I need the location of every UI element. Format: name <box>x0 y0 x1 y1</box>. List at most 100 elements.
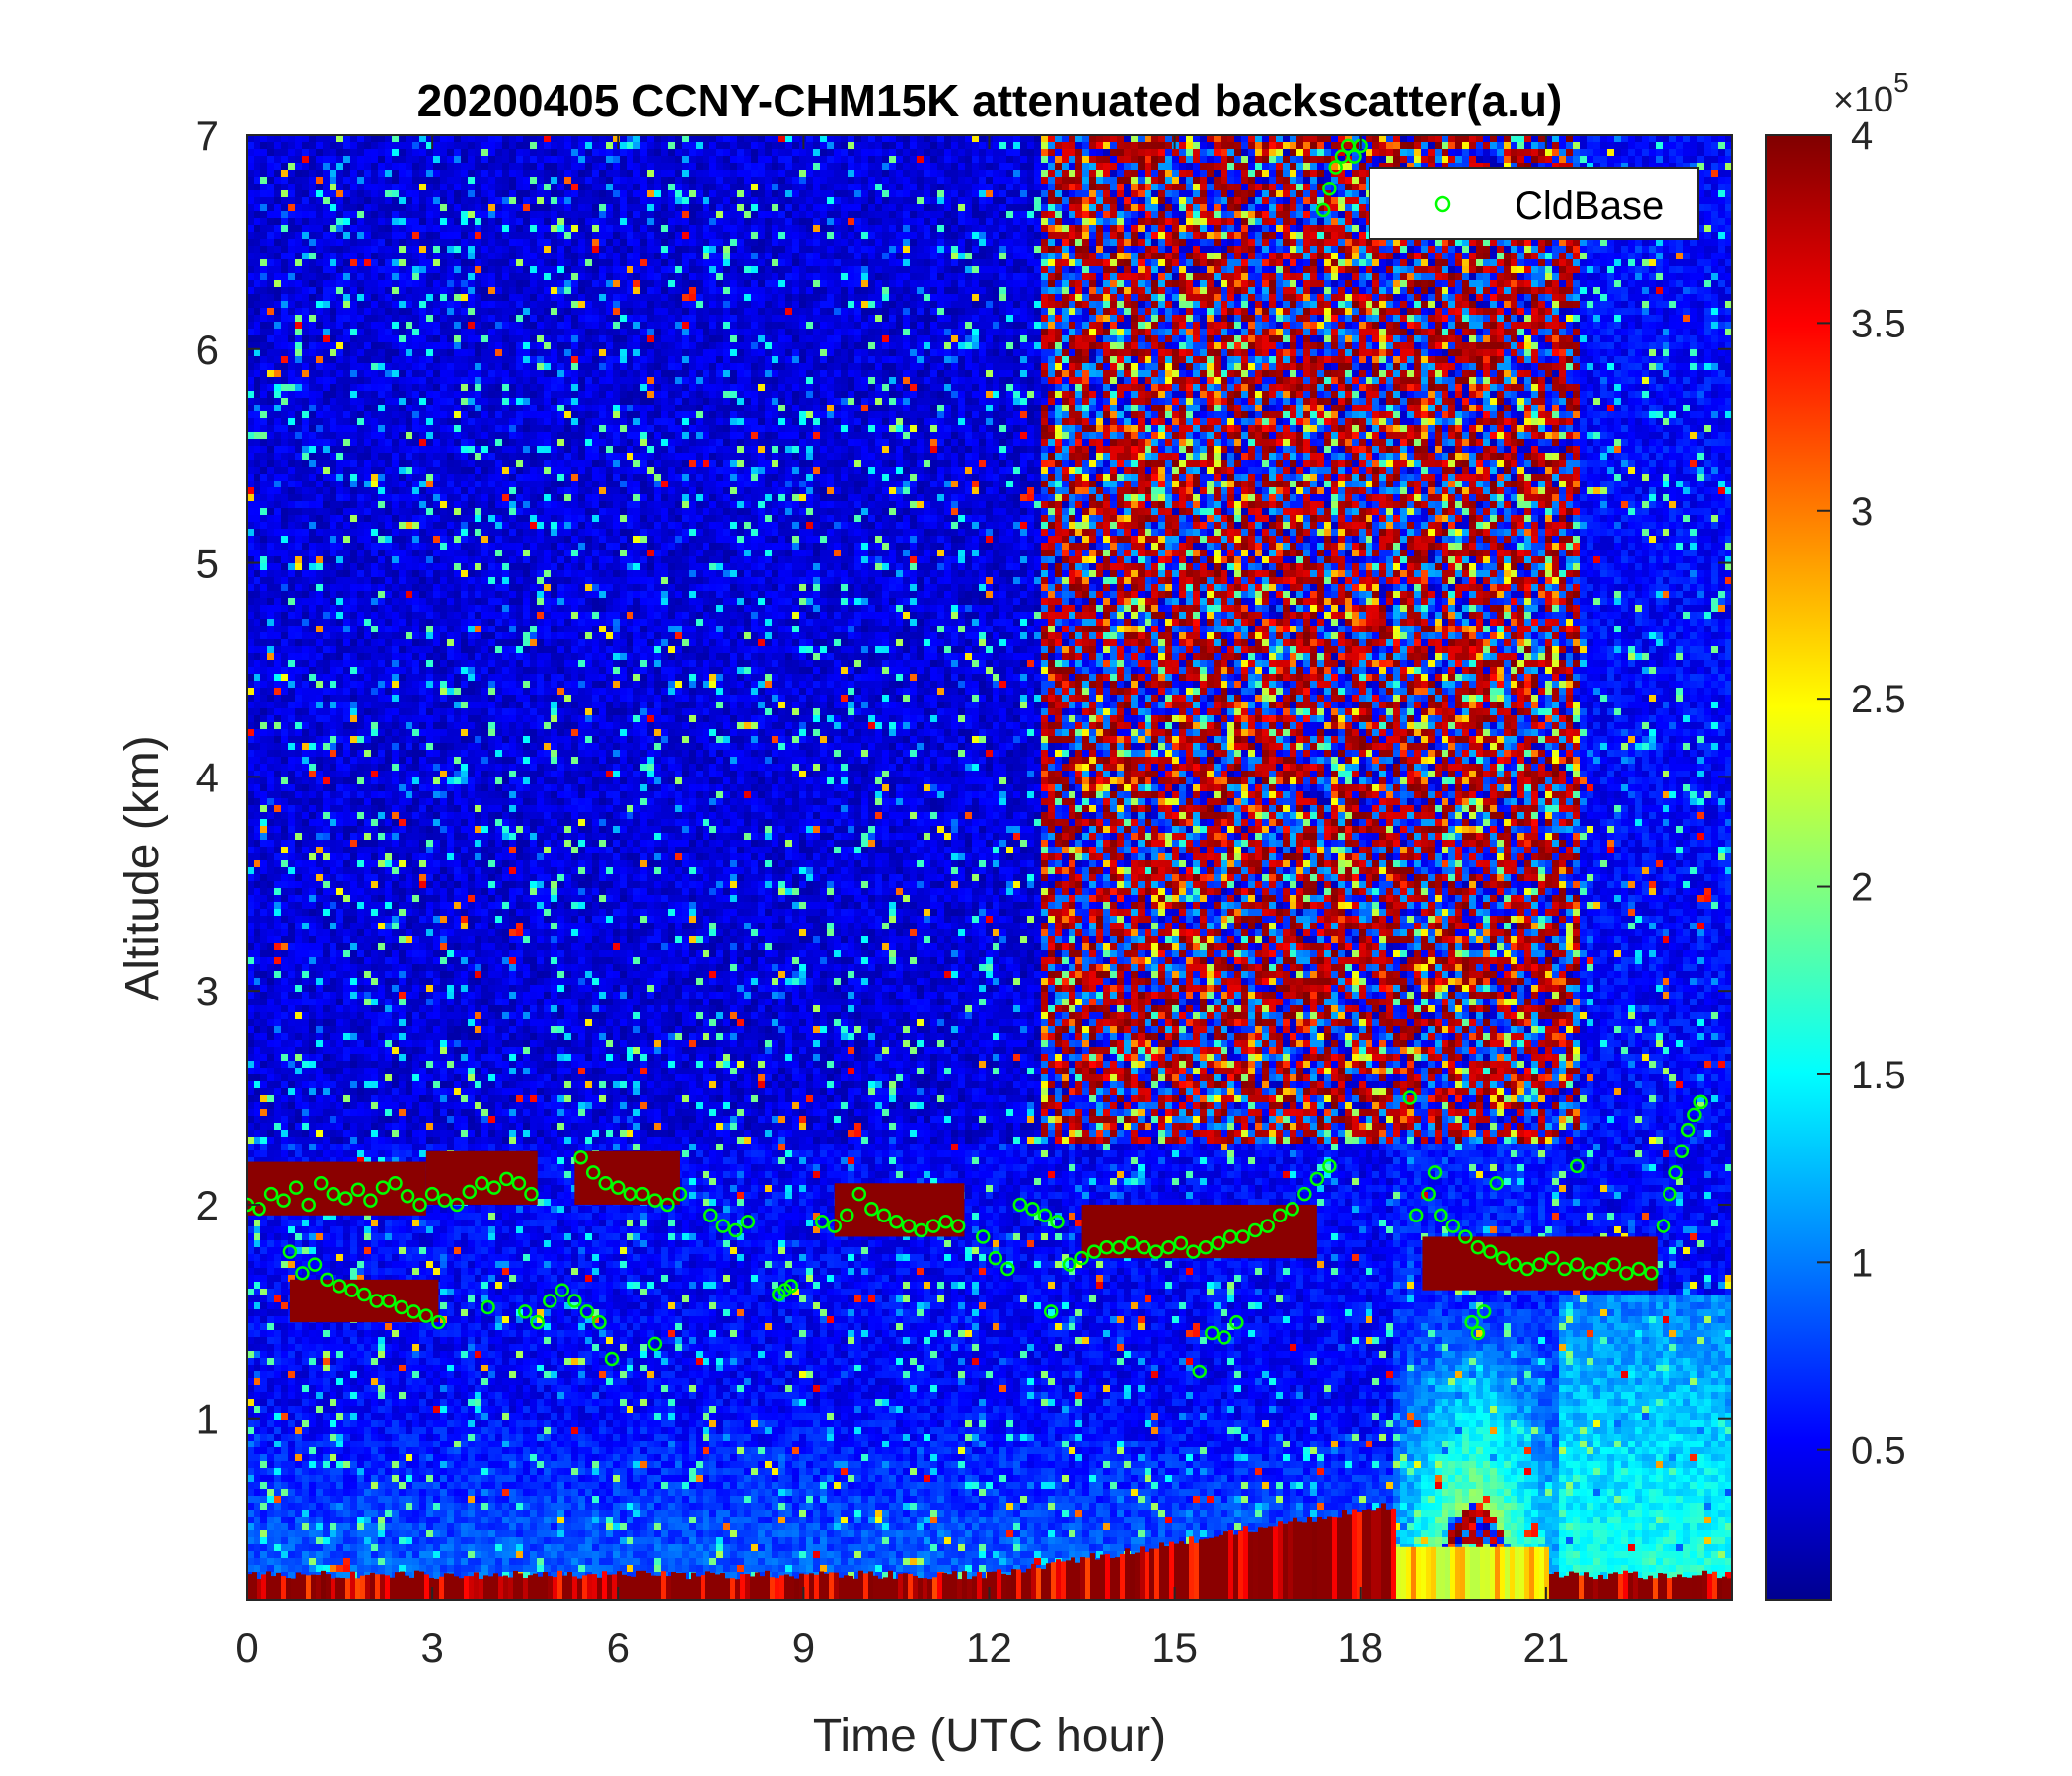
cldbase-point <box>840 1208 854 1223</box>
y-axis-label: Altitude (km) <box>116 735 169 1000</box>
cldbase-point <box>1569 1158 1585 1174</box>
cldbase-point <box>715 1219 731 1233</box>
y-tick-label: 2 <box>196 1182 219 1228</box>
cldbase-point <box>1680 1122 1696 1138</box>
cldbase-point <box>585 1165 601 1180</box>
cldbase-point <box>407 1304 421 1319</box>
cldbase-point <box>1631 1261 1647 1277</box>
cldbase-point <box>1205 1325 1220 1341</box>
cldbase-point <box>1470 1325 1486 1341</box>
cldbase-point <box>1557 1261 1572 1277</box>
colorbar-tick-label: 4 <box>1851 114 1873 158</box>
cldbase-point <box>1217 1330 1232 1345</box>
cldbase-point <box>864 1202 879 1217</box>
cldbase-point <box>1619 1266 1634 1281</box>
cldbase-point <box>394 1299 409 1315</box>
cldbase-point <box>1148 1244 1164 1259</box>
cldbase-point <box>282 1244 298 1259</box>
cldbase-point <box>1644 1266 1659 1281</box>
heatmap-cells <box>247 135 1732 1600</box>
cldbase-point <box>424 1186 440 1202</box>
cldbase-point <box>543 1294 557 1308</box>
cldbase-point <box>660 1197 675 1213</box>
cldbase-point <box>1594 1261 1609 1277</box>
chart-title: 20200405 CCNY-CHM15K attenuated backscat… <box>417 75 1563 126</box>
cldbase-point <box>1272 1208 1288 1223</box>
colorbar-tick-label: 1.5 <box>1851 1054 1906 1097</box>
cldbase-point <box>437 1193 452 1208</box>
cldbase-point <box>1663 1186 1677 1202</box>
cldbase-point <box>356 1287 372 1302</box>
cldbase-point <box>418 1308 434 1323</box>
cldbase-point <box>1247 1222 1263 1238</box>
cldbase-point <box>263 1186 279 1202</box>
cldbase-point <box>1309 1171 1325 1187</box>
colorbar-tick-label: 2.5 <box>1851 678 1906 721</box>
cldbase-point <box>1532 1257 1547 1272</box>
cldbase-point <box>1464 1314 1479 1330</box>
cldbase-point <box>1050 1215 1065 1229</box>
cldbase-point <box>635 1186 650 1202</box>
cldbase-point <box>1445 1219 1461 1233</box>
cldbase-point <box>1544 1250 1560 1266</box>
cldbase-point <box>320 1272 334 1288</box>
y-tick-label: 6 <box>196 327 219 373</box>
colorbar-exponent: ×105 <box>1833 67 1909 119</box>
cldbase-point <box>938 1215 953 1229</box>
cldbase-point <box>332 1279 347 1294</box>
cldbase-point <box>740 1215 756 1229</box>
cldbase-point <box>1434 1208 1448 1223</box>
x-tick-label: 18 <box>1337 1624 1383 1670</box>
cldbase-point <box>431 1314 446 1330</box>
cldbase-point <box>703 1208 718 1223</box>
cldbase-point <box>728 1222 743 1238</box>
cldbase-point <box>647 1193 663 1208</box>
cldbase-point <box>1668 1165 1683 1180</box>
y-tick-label: 7 <box>196 112 219 159</box>
cldbase-point <box>1347 149 1362 164</box>
cldbase-point <box>1508 1257 1522 1272</box>
colorbar-tick-label: 3.5 <box>1851 302 1906 345</box>
cldbase-point <box>611 1180 626 1195</box>
cldbase-point <box>914 1222 928 1238</box>
cldbase-point <box>1476 1304 1492 1319</box>
cldbase-point <box>1606 1257 1622 1272</box>
cldbase-point <box>1421 1186 1436 1202</box>
cldbase-point <box>1124 1235 1139 1251</box>
cldbase-point <box>363 1193 378 1208</box>
y-tick-label: 5 <box>196 541 219 587</box>
cldbase-point <box>1043 1304 1059 1319</box>
x-tick-label: 3 <box>420 1624 443 1670</box>
x-tick-label: 21 <box>1523 1624 1570 1670</box>
cldbase-point <box>524 1186 539 1202</box>
cldbase-point <box>555 1283 570 1297</box>
cldbase-point <box>326 1186 341 1202</box>
cloud-layer <box>1422 1236 1658 1291</box>
cldbase-point <box>1408 1208 1424 1223</box>
cldbase-point <box>851 1186 867 1202</box>
y-tick-label: 1 <box>196 1396 219 1443</box>
x-tick-label: 0 <box>235 1624 258 1670</box>
cldbase-point <box>579 1304 595 1319</box>
cldbase-point <box>1192 1364 1207 1379</box>
cldbase-point <box>814 1215 830 1229</box>
y-tick-label: 4 <box>196 754 219 800</box>
cldbase-point <box>1328 160 1343 175</box>
cldbase-point <box>1229 1314 1244 1330</box>
cldbase-point <box>301 1197 316 1213</box>
legend-marker-icon <box>1434 195 1451 213</box>
colorbar-tick-label: 2 <box>1851 866 1873 910</box>
cldbase-point <box>925 1219 941 1233</box>
cldbase-point <box>1687 1107 1702 1123</box>
cldbase-point <box>1315 202 1331 218</box>
colorbar-gradient <box>1765 134 1832 1601</box>
cldbase-point <box>412 1197 427 1213</box>
cldbase-point <box>1173 1235 1189 1251</box>
cldbase-point <box>783 1279 799 1294</box>
cldbase-point <box>573 1149 588 1165</box>
cldbase-point <box>381 1294 397 1308</box>
cldbase-point <box>338 1191 353 1206</box>
legend-box <box>1369 167 1699 240</box>
cldbase-point <box>1211 1235 1225 1251</box>
